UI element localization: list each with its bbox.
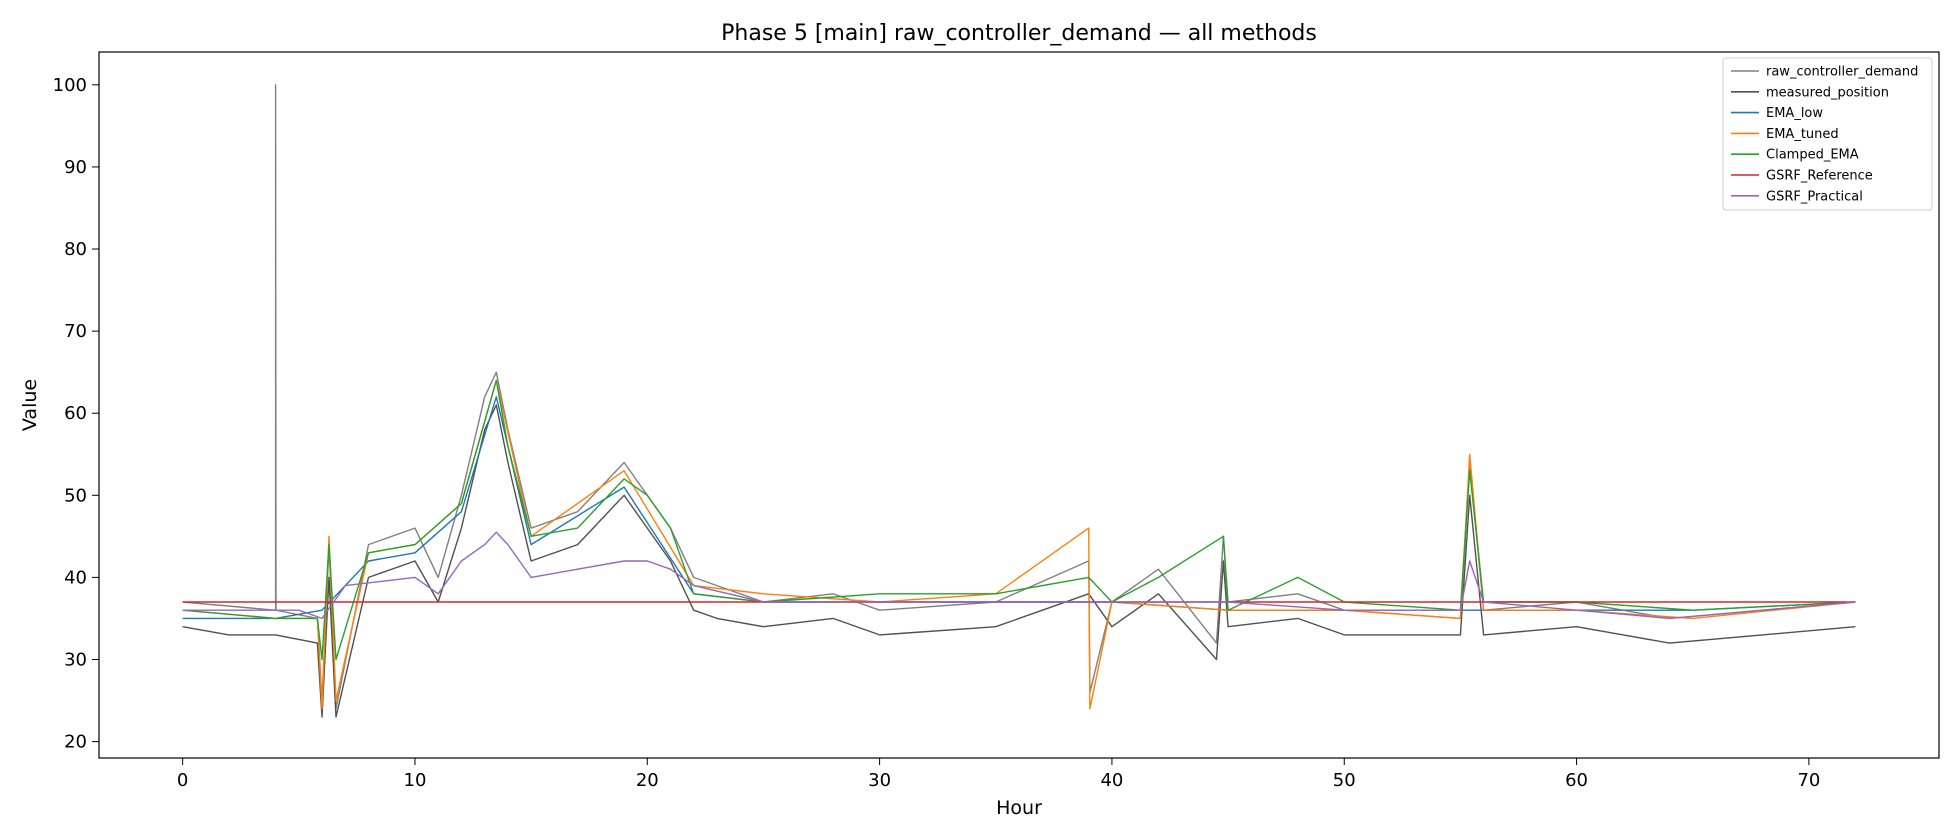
x-axis-label: Hour — [996, 797, 1042, 819]
series-line-raw-controller-demand — [182, 84, 1856, 710]
series-line-gsrf-practical — [182, 531, 1856, 620]
series-line-ema-tuned — [182, 379, 1856, 710]
series-layer — [182, 84, 1856, 718]
legend-label: measured_position — [1766, 85, 1889, 100]
chart-title: Phase 5 [main] raw_controller_demand — a… — [721, 21, 1317, 46]
x-tick-label: 20 — [636, 770, 659, 791]
y-tick-label: 100 — [53, 75, 87, 96]
y-tick-label: 50 — [64, 485, 87, 506]
legend-label: Clamped_EMA — [1766, 148, 1859, 163]
series-line-clamped-ema — [182, 379, 1856, 661]
y-tick-label: 90 — [64, 157, 87, 178]
series-line-ema-low — [182, 396, 1856, 620]
y-tick-label: 70 — [64, 321, 87, 342]
plot-frame — [98, 51, 1940, 759]
legend: raw_controller_demand measured_position EM… — [1722, 57, 1933, 211]
y-tick-label: 60 — [64, 403, 87, 424]
y-tick-label: 20 — [64, 732, 87, 753]
x-tick-label: 70 — [1797, 770, 1820, 791]
legend-box — [1722, 57, 1933, 211]
x-tick-label: 0 — [177, 770, 188, 791]
x-tick-label: 60 — [1565, 770, 1588, 791]
x-tick-label: 40 — [1100, 770, 1123, 791]
x-tick-label: 30 — [868, 770, 891, 791]
legend-label: GSRF_Reference — [1766, 169, 1873, 184]
y-tick-label: 80 — [64, 239, 87, 260]
legend-label: EMA_tuned — [1766, 127, 1839, 142]
legend-label: GSRF_Practical — [1766, 189, 1863, 204]
y-tick-label: 40 — [64, 567, 87, 588]
legend-label: raw_controller_demand — [1766, 65, 1918, 80]
x-tick-label: 10 — [404, 770, 427, 791]
y-axis: 20 30 40 50 60 70 80 90 100 — [53, 75, 99, 753]
y-tick-label: 30 — [64, 649, 87, 670]
x-axis: 0 10 20 30 40 50 60 70 — [177, 758, 1820, 791]
y-axis-label: Value — [19, 379, 41, 431]
x-tick-label: 50 — [1333, 770, 1356, 791]
series-line-measured-position — [182, 404, 1856, 718]
legend-label: EMA_low — [1766, 106, 1823, 121]
